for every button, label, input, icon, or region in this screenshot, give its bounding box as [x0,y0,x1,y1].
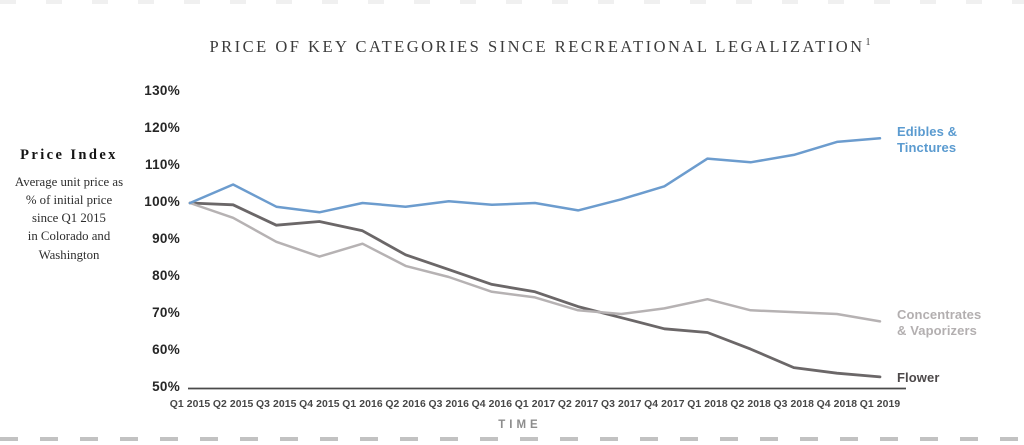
y-tick-label: 120% [144,119,180,135]
y-tick-label: 100% [144,193,180,209]
x-tick-label: Q3 2016 [428,399,470,410]
x-tick-label: Q4 2015 [299,399,340,410]
price-index-heading: Price Index [20,147,118,163]
legend-label-flower: Flower [897,370,940,386]
legend-label-line: Concentrates [897,307,982,323]
x-tick-label: Q1 2019 [859,399,901,410]
x-tick-label: Q4 2018 [816,399,858,410]
x-tick-label: Q2 2017 [557,399,599,410]
legend-label-concentrates-vaporizers: Concentrates & Vaporizers [897,307,981,339]
x-tick-label: Q2 2016 [385,399,426,410]
page-edge-artifact-top [0,0,1024,4]
x-tick-label: Q2 2018 [730,399,771,410]
y-tick-label: 60% [152,341,180,357]
x-tick-label: Q1 2018 [687,399,728,410]
legend-label-edibles-tinctures: Edibles & Tinctures [897,124,957,156]
legend-label-line: Edibles & [897,124,958,140]
series-line-flower [188,201,882,379]
x-tick-label: Q4 2017 [644,399,685,410]
x-tick-label: Q1 2017 [514,399,556,410]
series-line-edibles-tinctures [188,137,882,214]
price-index-description-line: Washington [38,247,100,262]
legend-label-line: Flower [897,370,940,386]
x-tick-label: Q2 2015 [212,399,254,410]
x-tick-label: Q3 2017 [600,399,642,410]
y-tick-label: 90% [152,230,180,246]
price-index-description: Average unit price as % of initial price s… [4,173,134,264]
x-axis-title: TIME [498,419,542,431]
y-tick-label: 130% [144,82,180,98]
x-tick-label: Q1 2015 [169,399,211,410]
legend-label-line: & Vaporizers [897,323,977,339]
y-tick-label: 80% [152,267,180,283]
price-index-description-line: since Q1 2015 [32,211,106,226]
x-tick-label: Q3 2015 [255,399,297,410]
price-index-description-line: Average unit price as [14,175,124,189]
price-index-description-line: in Colorado and [27,229,111,244]
y-tick-label: 110% [145,156,180,172]
chart-title-footnote-marker: 1 [865,36,871,48]
y-tick-label: 50% [152,378,180,394]
series-line-concentrates-vaporizers [188,201,882,323]
page-edge-artifact-bottom [0,437,1024,441]
chart-title-text: PRICE OF KEY CATEGORIES SINCE RECREATION… [209,37,865,56]
price-index-description-line: % of initial price [25,193,113,208]
price-index-annotation: Price Index Average unit price as % of in… [4,147,134,264]
legend-label-line: Tinctures [897,140,957,156]
x-tick-label: Q1 2016 [342,399,383,410]
y-tick-label: 70% [152,304,180,320]
chart-title: PRICE OF KEY CATEGORIES SINCE RECREATION… [130,37,950,57]
x-tick-label: Q3 2018 [773,399,815,410]
x-tick-label: Q4 2016 [471,399,513,410]
